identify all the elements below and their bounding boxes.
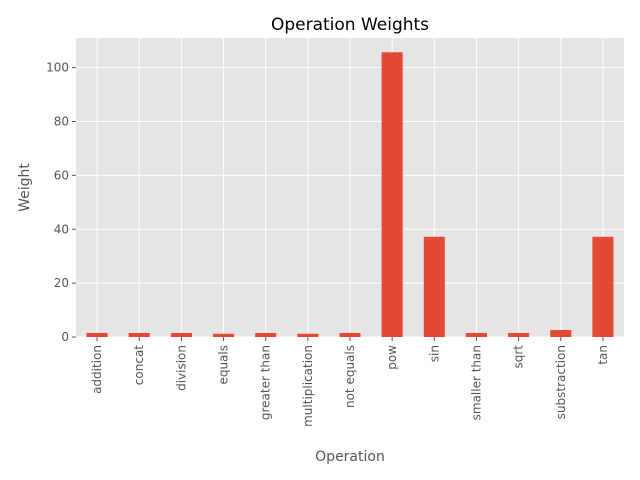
y-tick-label: 0 [61, 330, 69, 344]
bar-concat [128, 332, 150, 337]
bars [86, 52, 614, 337]
y-tick-label: 60 [54, 168, 69, 182]
x-tick-label: pow [385, 345, 399, 370]
x-tick-label: sin [427, 345, 441, 362]
x-tick-label: greater than [259, 345, 273, 420]
bar-pow [381, 52, 403, 337]
y-axis-label: Weight [17, 163, 33, 212]
bar-sqrt [508, 332, 530, 337]
bar-sin [423, 236, 445, 337]
bar-substraction [550, 329, 572, 337]
bar-tan [592, 236, 614, 337]
x-axis-label: Operation [315, 449, 385, 465]
chart-title: Operation Weights [271, 15, 429, 35]
x-tick-label: concat [132, 345, 146, 385]
y-tick-label: 80 [54, 115, 69, 129]
x-tick-label: division [174, 345, 188, 391]
bar-smaller-than [465, 332, 487, 337]
x-tick-label: tan [596, 345, 610, 365]
x-tick-label: smaller than [469, 345, 483, 420]
y-tick-label: 20 [54, 276, 69, 290]
x-axis-ticks: addition concat division equals greater than… [90, 337, 610, 427]
x-tick-label: addition [90, 345, 104, 394]
x-tick-label: not equals [343, 345, 357, 408]
y-tick-label: 40 [54, 222, 69, 236]
bar-division [170, 332, 192, 337]
bar-addition [86, 332, 108, 337]
x-tick-label: multiplication [301, 345, 315, 427]
bar-greater-than [255, 332, 277, 337]
bar-not-equals [339, 332, 361, 337]
x-tick-label: sqrt [512, 345, 526, 369]
y-axis-ticks: 0 20 40 60 80 100 [46, 61, 76, 344]
bar-multiplication [297, 333, 319, 337]
x-tick-label: equals [217, 345, 231, 385]
x-tick-label: substraction [554, 345, 568, 419]
y-tick-label: 100 [46, 61, 69, 75]
bar-equals [213, 333, 235, 337]
